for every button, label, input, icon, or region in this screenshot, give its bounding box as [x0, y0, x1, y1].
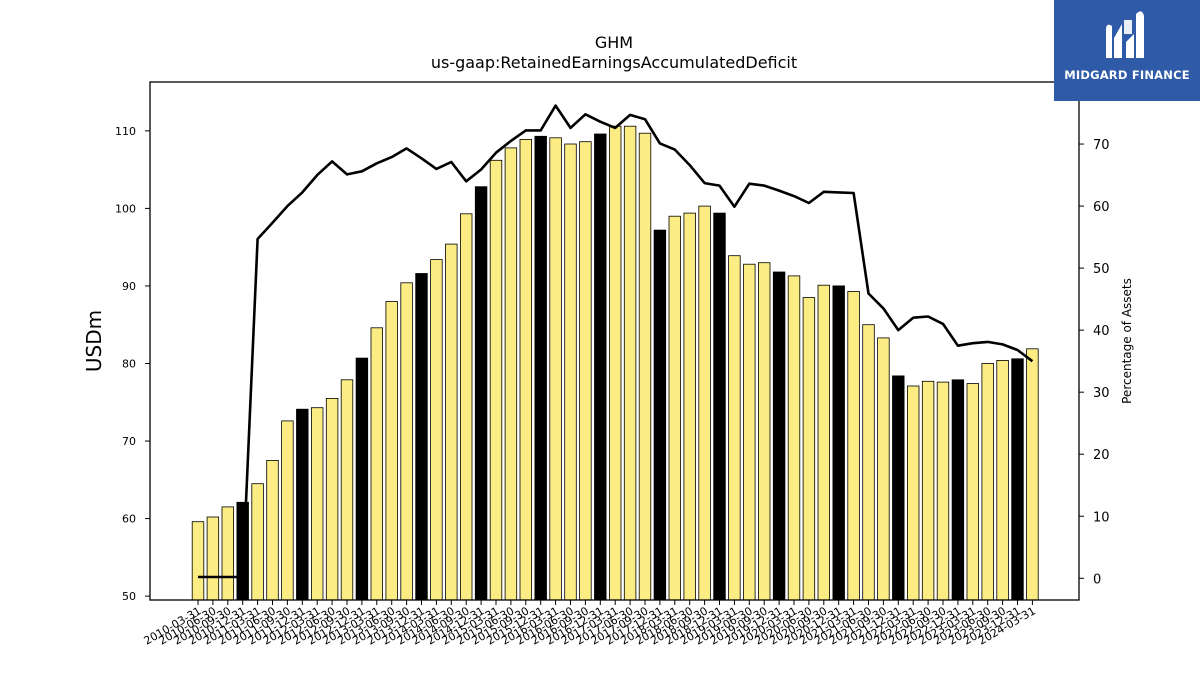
bar — [668, 215, 682, 601]
bar — [534, 135, 547, 601]
chart-title: GHM — [595, 33, 633, 52]
bar — [996, 359, 1009, 601]
logo-mark-icon — [1106, 11, 1144, 59]
chart-subtitle: us-gaap:RetainedEarningsAccumulatedDefic… — [431, 53, 797, 72]
line-group — [198, 104, 1034, 579]
line-series — [198, 104, 1034, 579]
bar — [728, 255, 741, 601]
brand-logo: MIDGARD FINANCE — [1054, 0, 1200, 101]
bar — [355, 357, 369, 601]
bar — [1011, 358, 1024, 601]
bar — [847, 290, 860, 601]
bar — [251, 483, 264, 601]
bar — [921, 380, 935, 601]
y-tick-label: 110 — [115, 125, 136, 138]
y-tick-label: 50 — [122, 590, 136, 603]
bar — [474, 186, 488, 601]
bar — [459, 213, 473, 601]
y-tick-label: 80 — [122, 357, 136, 370]
y-axis-left: 50 60 70 80 90 100 110 — [115, 125, 150, 603]
bar — [445, 243, 458, 601]
bar — [743, 263, 756, 601]
bar — [862, 324, 875, 601]
bar — [385, 301, 398, 601]
bar — [936, 381, 950, 601]
bar — [549, 137, 562, 601]
bar — [430, 259, 443, 601]
bar — [519, 138, 533, 601]
logo-text: MIDGARD FINANCE — [1064, 68, 1190, 82]
bar — [877, 337, 890, 601]
bar — [191, 521, 205, 601]
bar — [489, 159, 503, 601]
bar — [609, 125, 622, 601]
bar — [370, 327, 384, 601]
bar — [713, 212, 726, 601]
y2-tick-label: 30 — [1093, 386, 1110, 401]
bar — [772, 271, 786, 601]
y-axis-right: 0 10 20 30 40 50 60 70 — [1079, 138, 1110, 587]
y2-tick-label: 60 — [1093, 200, 1110, 215]
bar — [296, 408, 309, 601]
bar — [281, 420, 294, 601]
bar — [594, 133, 607, 601]
bar — [951, 379, 965, 601]
bar — [623, 125, 637, 601]
y2-tick-label: 40 — [1093, 324, 1110, 339]
bar — [504, 147, 518, 601]
y2-tick-label: 50 — [1093, 262, 1110, 277]
bar — [564, 143, 577, 601]
bar — [832, 285, 845, 601]
bar — [206, 516, 220, 601]
bar — [683, 212, 696, 601]
y2-tick-label: 70 — [1093, 138, 1110, 153]
y2-tick-label: 0 — [1093, 572, 1101, 587]
bar — [802, 297, 816, 601]
bar — [966, 383, 980, 601]
bar — [892, 375, 905, 601]
y-tick-label: 60 — [122, 513, 136, 526]
y-tick-label: 70 — [122, 435, 136, 448]
bar — [579, 141, 592, 601]
y2-tick-label: 20 — [1093, 448, 1110, 463]
x-axis: 2010-03-312010-06-302010-09-302010-12-31… — [142, 600, 1038, 648]
bar — [340, 379, 354, 601]
bar — [787, 275, 801, 601]
bar — [758, 262, 771, 601]
bar — [907, 385, 920, 601]
bar — [653, 229, 667, 601]
bar-group — [191, 125, 1039, 601]
bar — [266, 459, 279, 601]
y2-axis-label: Percentage of Assets — [1120, 278, 1134, 404]
bar — [1026, 348, 1039, 601]
bar — [310, 407, 324, 601]
y-tick-label: 100 — [115, 202, 136, 215]
bar — [638, 132, 652, 601]
y2-tick-label: 10 — [1093, 510, 1110, 525]
bar — [981, 363, 994, 601]
y-axis-label: USDm — [82, 310, 106, 372]
bar — [400, 282, 413, 601]
bar — [325, 397, 339, 601]
bar — [221, 506, 235, 601]
plot-frame — [149, 81, 1080, 601]
bar — [817, 284, 831, 601]
bar — [698, 205, 711, 601]
y-tick-label: 90 — [122, 280, 136, 293]
bar — [415, 273, 428, 601]
